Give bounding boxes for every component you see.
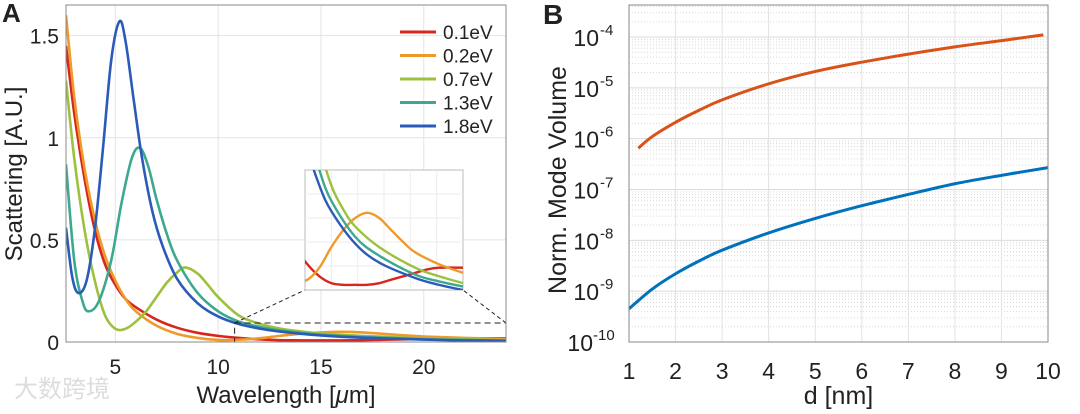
y-tick-exponent: -5 [600,73,613,90]
y-tick-base: 10 [573,127,599,153]
x-tick-label: 3 [716,358,729,384]
y-tick-base: 10 [573,178,599,204]
legend-label: 0.2eV [443,47,493,68]
panel-label-b: B [543,0,563,30]
inset-connector [462,289,507,324]
y-tick-label: 10 [573,228,599,254]
x-axis-label-mu: μ [335,382,349,409]
y-tick-base: 10 [573,228,599,254]
x-tick-label: 7 [902,358,915,384]
y-tick-label: 10 [573,76,599,102]
panel-b-chart: 1 2 3 4 5 6 7 8 9 1010-1010-910-810-710-610-510-4… [543,0,1061,410]
y-tick-base: 10 [573,279,599,305]
y-tick-label: 0 [47,332,59,355]
x-tick-label: 8 [948,358,961,384]
legend-label: 0.7eV [443,70,493,91]
plot-area [629,5,1048,342]
series-line-0.2eV [66,15,506,342]
y-tick-label: 10 [567,330,593,356]
y-tick-exponent: -6 [600,124,613,141]
legend-label: 0.1eV [443,23,493,44]
inset-series-line-0.2eV [305,211,463,283]
series-line-lower [628,166,1049,310]
x-tick-label: 5 [809,358,822,384]
x-axis-label-text: Wavelength [ [196,382,336,409]
y-axis-label: Scattering [A.U.] [1,87,28,262]
x-tick-label: 1 [623,358,636,384]
y-tick-exponent: -8 [600,225,613,242]
x-axis-label: d [nm] [804,382,873,409]
y-tick-label: 10 [573,127,599,153]
inset-connector [234,289,306,324]
y-tick-label: 10 [573,279,599,305]
x-tick-label: 10 [1035,358,1061,384]
plot-frame [65,4,507,343]
x-tick-label: 15 [309,356,332,379]
series-line-upper [637,33,1044,150]
y-tick-exponent: -10 [593,327,615,344]
panel-label-a: A [2,0,21,28]
x-tick-label: 6 [855,358,868,384]
legend-label: 1.3eV [443,94,493,115]
y-tick-label: 10 [573,25,599,51]
y-tick-base: 10 [567,330,593,356]
y-tick-base: 10 [573,25,599,51]
y-tick-label: 0.5 [30,230,59,253]
inset-series-line-0.7eV [324,170,463,285]
watermark: 大数跨境 [14,375,110,403]
x-tick-label: 5 [110,356,122,379]
plot-frame [628,4,1049,343]
x-tick-label: 4 [762,358,775,384]
x-axis-label-unit: m] [349,382,376,409]
y-tick-base: 10 [573,76,599,102]
y-tick-exponent: -4 [600,22,613,39]
y-tick-label: 1 [47,128,59,151]
x-tick-label: 10 [206,356,229,379]
y-tick-label: 10 [573,178,599,204]
inset-series-line-1.8eV [312,170,463,290]
series-line-1.8eV [66,19,506,342]
x-tick-label: 20 [412,356,435,379]
y-axis-label: Norm. Mode Volume [544,66,572,294]
y-tick-exponent: -9 [600,276,613,293]
x-axis-label: Wavelength [μm] [196,382,375,409]
x-tick-label: 2 [669,358,682,384]
legend-label: 1.8eV [443,117,493,138]
y-tick-label: 1.5 [30,26,59,49]
x-tick-label: 9 [995,358,1008,384]
inset-series-line-1.3eV [318,170,463,288]
y-tick-exponent: -7 [600,175,613,192]
